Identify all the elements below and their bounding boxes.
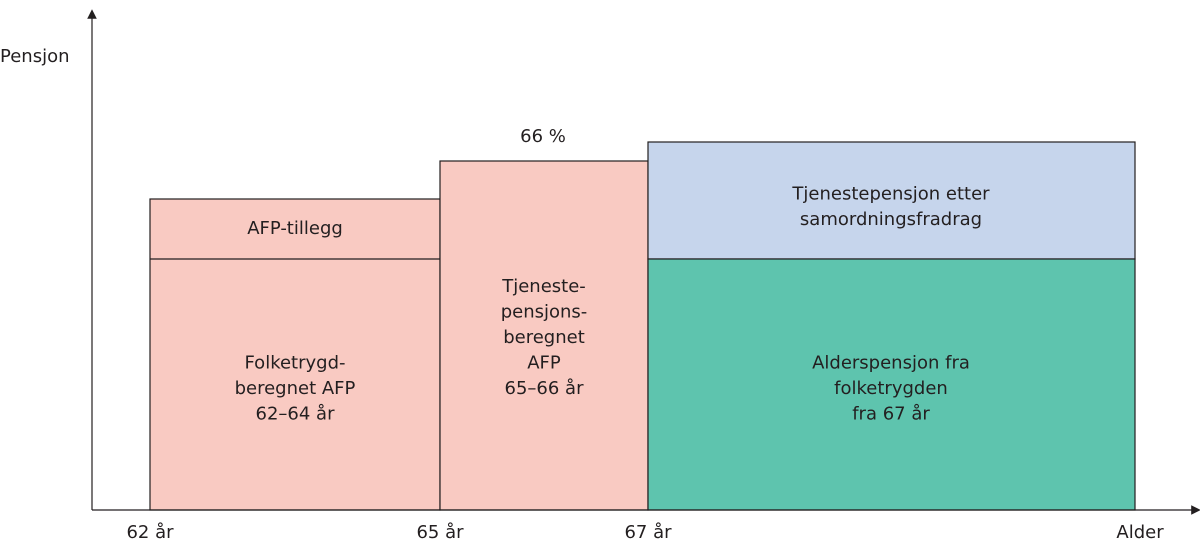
block-label: Tjenestepensjon etter bbox=[791, 183, 990, 204]
block-label: pensjons- bbox=[501, 302, 588, 323]
tp-afp-block bbox=[439, 160, 649, 511]
x-label: 62 år bbox=[126, 522, 174, 543]
annotation: 66 % bbox=[520, 126, 566, 147]
y-axis-label: Pensjon bbox=[0, 46, 70, 67]
block-label: Folketrygd- bbox=[244, 353, 345, 374]
block-label: fra 67 år bbox=[852, 404, 930, 425]
block-label: beregnet AFP bbox=[235, 378, 356, 399]
afp-block bbox=[149, 198, 441, 511]
x-label: 65 år bbox=[416, 522, 464, 543]
block-label: AFP bbox=[527, 353, 561, 374]
block-label: Alderspensjon fra bbox=[812, 353, 970, 374]
block-label: Tjeneste- bbox=[501, 276, 586, 297]
x-axis-label: Alder bbox=[1116, 522, 1164, 543]
block-label: beregnet bbox=[503, 327, 585, 348]
block-label: AFP-tillegg bbox=[247, 218, 343, 239]
block-label: folketrygden bbox=[834, 378, 948, 399]
x-label: 67 år bbox=[624, 522, 672, 543]
block-label: samordningsfradrag bbox=[800, 209, 982, 230]
alderspensjon-block bbox=[647, 258, 1136, 511]
block-label: 62–64 år bbox=[256, 404, 336, 425]
block-labels: AFP-tillegg Folketrygd-beregnet AFP 62–64 … bbox=[235, 183, 991, 424]
block-label: 65–66 år bbox=[505, 378, 585, 399]
